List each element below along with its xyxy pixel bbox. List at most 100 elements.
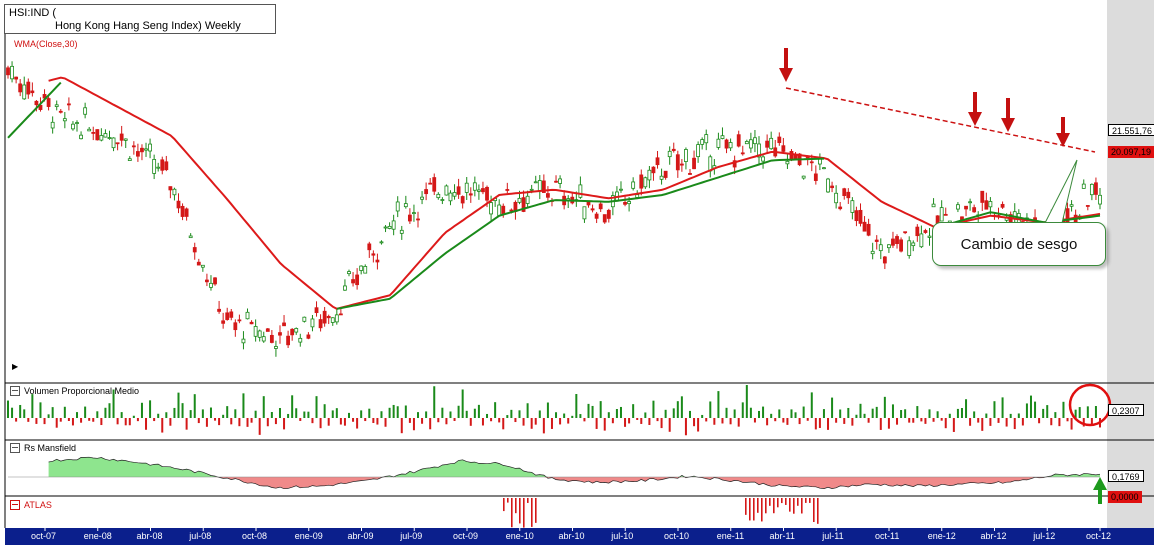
volume-bar-up [875, 406, 878, 418]
volume-bar-down [376, 418, 379, 425]
volume-bar-up [758, 410, 761, 418]
collapse-icon[interactable] [10, 500, 20, 510]
candle-body [769, 137, 774, 150]
candle-body [675, 154, 680, 171]
volume-bar-down [611, 418, 614, 424]
volume-bar-up [936, 411, 939, 418]
volume-bar-up [177, 392, 180, 418]
candle-body [748, 139, 753, 149]
collapse-icon[interactable] [10, 386, 20, 396]
x-tick-label: abr-09 [348, 531, 374, 541]
volume-bar-up [396, 406, 399, 418]
volume-bar-up [132, 415, 135, 418]
candle-body [156, 166, 161, 169]
candle-body [834, 192, 839, 204]
candle-body [298, 337, 303, 343]
volume-bar-down [128, 418, 131, 426]
candle-body [403, 203, 408, 208]
candle-body [505, 189, 510, 191]
candle-body [704, 134, 709, 144]
volume-bar-down [559, 418, 562, 425]
volume-bar-down [814, 418, 817, 430]
wma-line [48, 76, 1101, 310]
volume-bar-up [615, 409, 618, 418]
candle-body [30, 90, 35, 94]
candle-body [62, 118, 67, 122]
candle-body [858, 209, 863, 224]
x-tick-label: oct-10 [664, 531, 689, 541]
candle-body [123, 138, 128, 141]
candle-body [416, 218, 420, 221]
volume-bar-up [607, 412, 610, 418]
volume-bar-down [71, 418, 74, 426]
atlas-panel-label[interactable]: ATLAS [10, 500, 52, 510]
volume-bar-down [185, 418, 188, 430]
candle-body [525, 195, 530, 204]
collapse-icon[interactable] [10, 443, 20, 453]
volume-bar-down [753, 418, 756, 423]
volume-bar-down [153, 418, 156, 422]
volume-bar-down [453, 418, 456, 421]
volume-bar-up [457, 405, 460, 418]
volume-bar-up [19, 404, 22, 418]
volume-bar-up [392, 404, 395, 418]
volume-bar-down [327, 418, 330, 426]
atlas-bars [503, 498, 819, 528]
volume-bar-up [303, 411, 306, 418]
volume-bar-down [628, 418, 631, 424]
volume-bar-up [193, 394, 196, 418]
candle-body [282, 322, 286, 327]
candle-body [732, 160, 737, 168]
candle-body [460, 196, 465, 204]
candle-body [225, 312, 230, 320]
candle-body [144, 148, 148, 151]
red-arrow [968, 92, 982, 126]
panel-scroll-arrow-icon[interactable]: ▶ [12, 362, 19, 371]
candle-body [878, 244, 883, 252]
candle-body [740, 152, 745, 155]
volume-bar-down [421, 418, 424, 424]
atlas-bar [749, 498, 751, 521]
candle-body [813, 173, 818, 181]
volume-bar-up [323, 404, 326, 418]
atlas-bar [527, 498, 529, 503]
volume-bars [7, 385, 1101, 436]
volume-bar-down [843, 418, 846, 424]
candle-body [46, 98, 51, 107]
candle-body [724, 139, 729, 149]
volume-bar-down [981, 418, 984, 431]
candle-body [440, 199, 445, 201]
volume-bar-down [35, 418, 38, 424]
volume-bar-up [31, 394, 34, 418]
candle-body [200, 264, 205, 268]
volume-bar-up [449, 411, 452, 418]
volume-bar-up [973, 411, 976, 418]
volume-bar-up [1029, 395, 1032, 418]
atlas-bar [503, 498, 505, 512]
candle-body [980, 190, 985, 203]
candle-body [627, 201, 632, 205]
volume-bar-up [157, 413, 160, 418]
candle-body [497, 204, 502, 217]
candle-body [152, 159, 157, 174]
candle-body [1065, 208, 1070, 223]
volume-bar-up [347, 412, 350, 418]
candle-body [387, 225, 392, 229]
candle-body [765, 140, 770, 148]
candle-body [83, 107, 88, 115]
candle-body [943, 213, 948, 216]
candle-body [131, 145, 136, 148]
wma-last-tag: 20.097,19 [1108, 146, 1154, 158]
mansfield-panel-label[interactable]: Rs Mansfield [10, 443, 76, 453]
green-up-arrow [1093, 477, 1107, 504]
volume-bar-down [356, 418, 359, 429]
volume-bar-up [112, 389, 115, 418]
volume-bar-down [887, 418, 890, 429]
candle-body [895, 236, 899, 245]
volume-bar-down [1021, 418, 1024, 426]
atlas-last-tag: 0,0000 [1108, 491, 1142, 503]
volume-panel-label[interactable]: Volumen Proporcional Medio [10, 386, 139, 396]
volume-bar-down [952, 418, 955, 432]
candle-body [631, 181, 636, 189]
candle-body [424, 189, 429, 195]
